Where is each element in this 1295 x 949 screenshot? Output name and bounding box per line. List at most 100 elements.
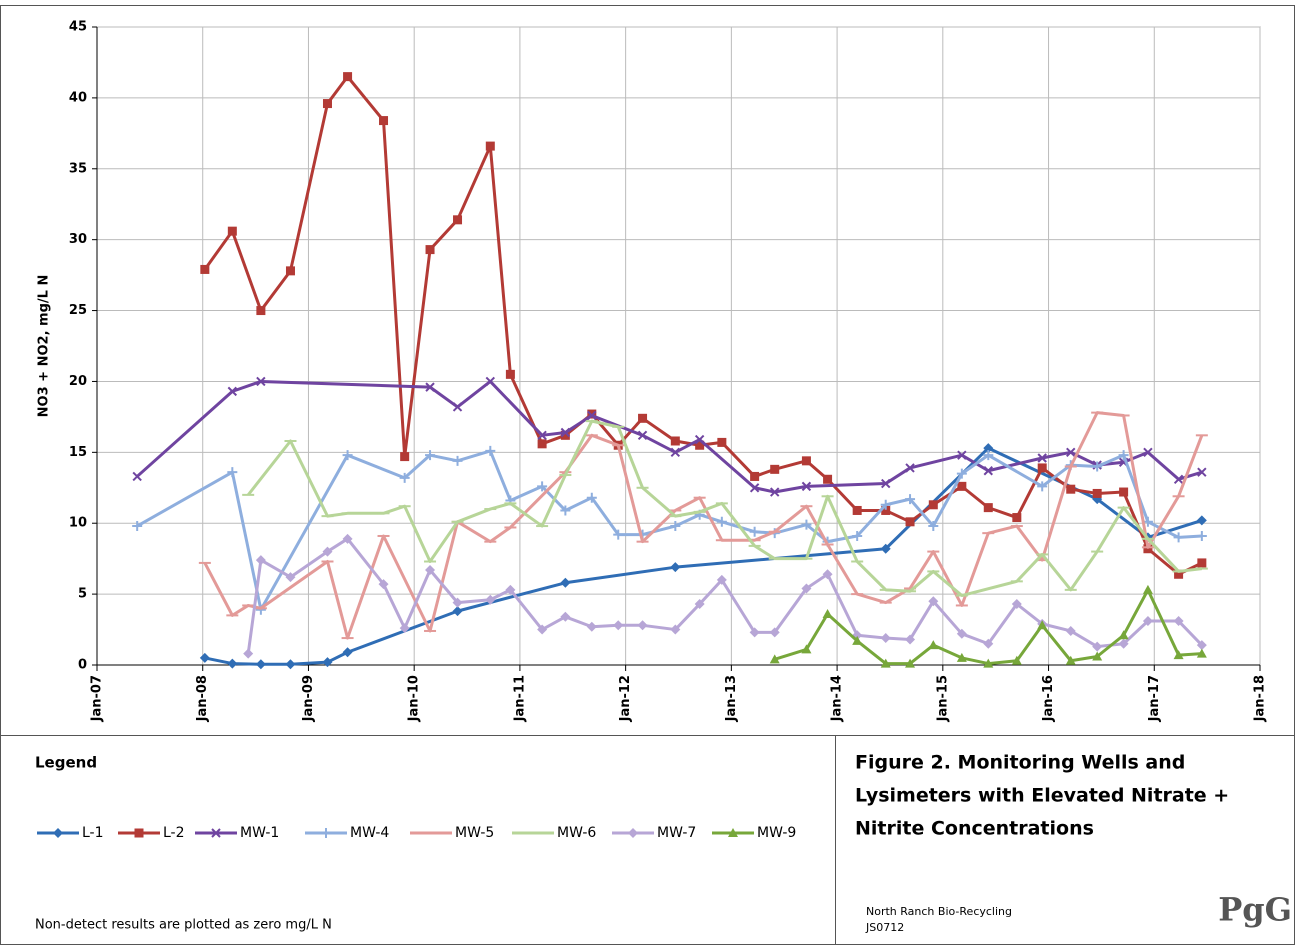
data-point (1011, 655, 1022, 665)
x-tick-label: Jan-07 (90, 675, 105, 722)
data-point (537, 624, 548, 635)
data-point (716, 574, 727, 585)
data-point (1037, 481, 1048, 492)
x-tick-label: Jan-14 (830, 675, 845, 722)
data-point (956, 628, 967, 639)
data-point (822, 569, 833, 580)
data-point (1173, 616, 1184, 627)
data-point (749, 627, 760, 638)
data-point (1092, 488, 1102, 498)
x-tick-label: Jan-13 (724, 675, 739, 722)
x-tick-label: Jan-08 (195, 675, 210, 722)
data-point (1196, 640, 1207, 651)
data-point (505, 369, 515, 379)
legend-label: MW-6 (557, 825, 596, 841)
data-point (322, 546, 333, 557)
y-tick-label: 10 (69, 516, 87, 531)
legend-label: L-1 (82, 825, 104, 841)
data-point (695, 440, 705, 450)
y-tick-label: 15 (69, 445, 87, 460)
data-point (957, 450, 967, 460)
data-point (801, 519, 812, 530)
legend-marker (53, 828, 63, 838)
data-point (957, 481, 967, 491)
data-point (227, 226, 237, 236)
data-point (670, 624, 681, 635)
data-point (485, 445, 496, 456)
x-tick-label: Jan-12 (618, 675, 633, 722)
y-tick-label: 5 (78, 587, 87, 602)
data-point (1143, 447, 1153, 458)
data-point (670, 436, 680, 446)
data-point (670, 521, 681, 532)
data-point (1092, 461, 1103, 472)
data-point (880, 633, 891, 644)
data-point (227, 658, 238, 669)
data-point (537, 430, 547, 441)
data-point (1173, 532, 1184, 543)
data-point (256, 306, 266, 316)
data-point (227, 467, 238, 478)
figure-title: Lysimeters with Elevated Nitrate + (855, 785, 1229, 807)
data-point (905, 517, 915, 527)
data-point (285, 659, 296, 670)
data-point (1174, 569, 1184, 579)
series-line (136, 379, 1203, 494)
data-point (256, 376, 266, 387)
data-point (770, 487, 780, 497)
data-point (1173, 474, 1184, 484)
data-point (452, 606, 463, 617)
data-point (1037, 463, 1047, 473)
data-point (801, 583, 812, 594)
data-point (453, 215, 463, 225)
data-point (801, 481, 812, 492)
data-point (586, 621, 597, 632)
y-tick-label: 35 (69, 161, 87, 176)
data-point (425, 245, 435, 255)
data-point (1012, 513, 1022, 523)
data-point (983, 450, 994, 461)
data-point (983, 503, 993, 513)
figure-title: Nitrite Concentrations (855, 818, 1094, 840)
data-point (749, 526, 760, 537)
data-point (1197, 467, 1207, 477)
data-point (905, 494, 916, 505)
data-point (537, 439, 547, 449)
data-point (1118, 638, 1129, 649)
data-point (694, 599, 705, 610)
data-point (1196, 530, 1207, 541)
data-point (1119, 487, 1129, 497)
data-point (560, 427, 571, 438)
data-point (1092, 651, 1103, 661)
data-point (670, 447, 681, 458)
data-point (928, 500, 938, 510)
x-tick-label: Jan-10 (407, 675, 422, 722)
x-tick-label: Jan-15 (935, 675, 950, 722)
series-line (774, 588, 1202, 666)
data-point (255, 555, 266, 566)
data-point (881, 505, 891, 515)
series-line (203, 75, 1203, 576)
data-point (1066, 447, 1076, 458)
data-point (613, 620, 624, 631)
data-point (983, 658, 994, 668)
data-point (905, 463, 915, 473)
data-point (670, 562, 681, 573)
data-point (1118, 630, 1129, 640)
data-point (322, 99, 332, 109)
x-tick-label: Jan-16 (1041, 675, 1056, 722)
data-point (852, 505, 862, 515)
data-point (852, 635, 863, 645)
data-point (485, 594, 496, 605)
legend-label: MW-1 (240, 825, 279, 841)
data-point (132, 521, 143, 532)
y-tick-label: 45 (69, 20, 87, 35)
data-point (132, 471, 142, 482)
data-point (1142, 616, 1153, 627)
data-point (425, 382, 435, 392)
data-point (342, 647, 353, 658)
legend-marker (628, 828, 638, 838)
data-point (199, 652, 210, 663)
data-point (322, 657, 333, 668)
